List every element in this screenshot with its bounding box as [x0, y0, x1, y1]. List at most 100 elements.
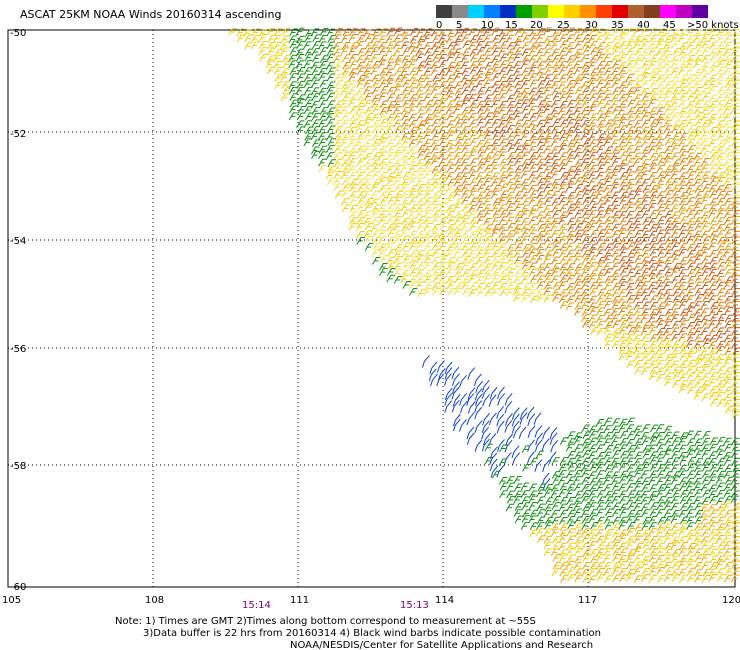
wind-barb [409, 28, 419, 36]
wind-barb [432, 268, 441, 277]
wind-barb [588, 425, 598, 434]
wind-barb [431, 86, 440, 94]
wind-barb [686, 352, 695, 361]
wind-barb [701, 470, 711, 479]
wind-barb [618, 106, 627, 115]
wind-barb [258, 40, 268, 49]
wind-barb [581, 568, 590, 577]
wind-barb [522, 139, 531, 148]
wind-barb [529, 275, 539, 283]
wind-barb [664, 445, 674, 453]
wind-barb [716, 340, 726, 349]
wind-barb [528, 171, 538, 179]
wind-barb [634, 54, 644, 63]
wind-barb [693, 529, 703, 537]
wind-barb [680, 502, 689, 511]
wind-barb [640, 470, 650, 478]
wind-barb [558, 164, 568, 173]
wind-barb [640, 574, 650, 583]
wind-barb [565, 47, 575, 56]
wind-barb [640, 41, 650, 49]
wind-barb [401, 60, 411, 69]
wind-barb [634, 178, 644, 186]
wind-barb [641, 261, 650, 270]
wind-barb [656, 373, 665, 382]
wind-barb [559, 437, 569, 446]
wind-barb [603, 100, 613, 108]
wind-barb [574, 490, 583, 499]
wind-barb [694, 548, 703, 557]
wind-barb [355, 120, 365, 129]
wind-barb [648, 256, 658, 265]
wind-barb [528, 216, 538, 225]
wind-barb [289, 67, 298, 76]
wind-barb [378, 42, 387, 50]
wind-barb [574, 74, 584, 82]
wind-barb [723, 555, 732, 563]
wind-barb [581, 204, 590, 213]
wind-barb [481, 386, 490, 399]
wind-barb [401, 158, 411, 167]
wind-barb [612, 529, 621, 538]
wind-barb [701, 47, 711, 55]
wind-barb [447, 287, 456, 296]
wind-barb [401, 112, 411, 121]
wind-barb [640, 327, 650, 336]
wind-barb [716, 177, 725, 185]
wind-barb [612, 106, 621, 114]
wind-barb [710, 302, 719, 310]
wind-barb [605, 314, 614, 323]
wind-barb [349, 178, 359, 187]
wind-barb [724, 367, 733, 376]
wind-barb [604, 490, 613, 499]
wind-barb [409, 236, 419, 245]
wind-barb [648, 528, 657, 536]
wind-barb [649, 68, 658, 76]
wind-barb [648, 567, 658, 576]
wind-barb [348, 139, 357, 147]
wind-barb [589, 27, 598, 36]
wind-barb [655, 144, 665, 153]
wind-barb [672, 120, 681, 129]
wind-barb [648, 164, 658, 173]
wind-barb [430, 61, 440, 70]
wind-barb [694, 509, 704, 518]
wind-barb [619, 268, 629, 276]
wind-barb [461, 106, 471, 115]
wind-barb [483, 73, 492, 82]
wind-barb [588, 444, 598, 453]
wind-barb [686, 555, 696, 564]
wind-barb [537, 483, 546, 492]
wind-barb [453, 229, 463, 238]
wind-barb [641, 340, 650, 349]
wind-barb [597, 61, 606, 69]
wind-barb [724, 29, 734, 37]
wind-barb [333, 42, 342, 50]
wind-barb [595, 477, 605, 486]
wind-barb [687, 249, 696, 258]
legend-swatch [596, 5, 612, 18]
wind-barb [649, 437, 658, 445]
wind-barb [423, 28, 433, 37]
wind-barb [708, 224, 717, 232]
wind-barb [334, 126, 343, 135]
wind-barb [619, 444, 628, 453]
wind-barb [671, 476, 680, 484]
wind-barb [454, 216, 463, 225]
wind-barb [619, 508, 628, 517]
wind-barb [371, 100, 380, 109]
wind-barb [274, 74, 284, 82]
wind-barb [715, 445, 725, 453]
wind-barb [357, 28, 366, 36]
wind-barb [469, 230, 479, 239]
wind-barb [588, 177, 597, 186]
wind-barb [574, 463, 583, 471]
wind-barb [408, 222, 417, 231]
wind-barb [656, 93, 666, 102]
wind-barb [333, 158, 343, 167]
wind-barb [349, 184, 358, 192]
wind-barb [536, 34, 545, 42]
wind-barb [589, 484, 598, 493]
wind-barb [379, 112, 388, 120]
wind-barb [303, 67, 313, 75]
